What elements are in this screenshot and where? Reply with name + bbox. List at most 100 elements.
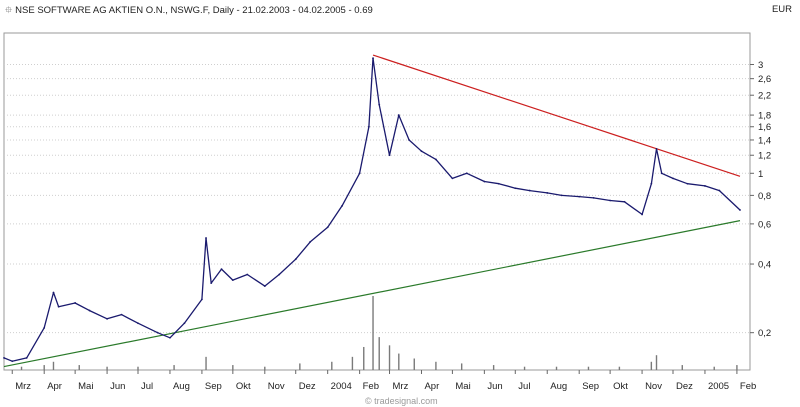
x-tick-label: Jul [141, 381, 153, 392]
y-tick-label: 2,2 [758, 91, 771, 102]
x-tick-label: Aug [550, 381, 567, 392]
price-point [650, 182, 653, 185]
price-line [3, 57, 741, 362]
price-point [739, 209, 741, 211]
price-point [201, 298, 203, 301]
price-point [57, 305, 60, 308]
y-tick-label: 0,8 [758, 191, 771, 202]
x-tick-label: Jun [110, 381, 125, 392]
watermark: © tradesignal.com [365, 396, 438, 406]
price-point [263, 285, 266, 288]
x-tick-label: Nov [268, 381, 285, 392]
price-point [106, 317, 108, 320]
x-tick-label: Okt [236, 381, 251, 392]
price-point [210, 282, 213, 284]
x-tick-label: Mai [78, 381, 93, 392]
x-tick-label: Apr [424, 381, 439, 392]
price-point [672, 177, 674, 180]
price-point [358, 172, 361, 175]
x-tick-label: Mai [455, 381, 470, 392]
price-point [120, 313, 123, 316]
price-point [183, 322, 186, 325]
price-point [388, 154, 391, 157]
price-point [3, 357, 5, 359]
x-tick-label: Okt [613, 381, 628, 392]
price-point [623, 200, 626, 203]
y-tick-label: 1,8 [758, 111, 771, 122]
x-tick-label: Aug [173, 381, 190, 392]
x-tick-label: Apr [47, 381, 62, 392]
x-tick-label: Sep [205, 381, 222, 392]
y-tick-label: 1,4 [758, 135, 771, 146]
price-point [205, 237, 207, 239]
price-point [156, 331, 159, 334]
trendline [372, 54, 741, 177]
price-point [660, 172, 663, 175]
price-point [326, 226, 329, 229]
price-point [704, 185, 706, 187]
x-tick-label: Mrz [15, 381, 31, 392]
price-point [465, 172, 468, 175]
trendline [3, 220, 741, 368]
price-point [528, 189, 531, 192]
x-axis: Mrz Apr Mai Jun Jul Aug Sep Okt Nov Dez 2004 Feb Mrz… [11, 370, 756, 392]
price-point [278, 273, 281, 276]
pin-icon[interactable]: ⯐ [5, 5, 13, 16]
price-point [609, 199, 612, 202]
x-tick-label: 2004 [331, 381, 352, 392]
x-tick-label: Dez [299, 381, 316, 392]
x-tick-label: Dez [676, 381, 693, 392]
y-tick-label: 1,6 [758, 122, 771, 133]
price-plot-area [3, 32, 751, 371]
price-point [718, 189, 721, 192]
price-point [655, 147, 658, 150]
price-point [43, 326, 46, 329]
price-point [592, 196, 595, 199]
y-axis: 0,2 0,4 0,6 0,8 1 1,2 1,4 1,61,8 2,2 2,6 3 [4, 60, 771, 339]
x-tick-label: Jun [487, 381, 502, 392]
price-point [397, 114, 400, 116]
price-point [88, 309, 91, 312]
price-series [3, 57, 741, 363]
price-point [220, 268, 223, 271]
price-point [420, 150, 423, 153]
x-tick-label: Feb [740, 381, 756, 392]
price-point [74, 302, 77, 304]
trendlines [3, 54, 741, 368]
volume-bars [20, 296, 738, 370]
price-point [368, 125, 370, 128]
price-point [11, 360, 14, 363]
currency-label: EUR [771, 4, 792, 15]
y-tick-label: 3 [758, 60, 763, 71]
y-tick-label: 1 [758, 169, 763, 180]
price-point [497, 182, 500, 185]
y-tick-label: 0,4 [758, 260, 771, 271]
price-point [309, 241, 312, 243]
y-tick-label: 0,2 [758, 328, 771, 339]
price-point [451, 177, 454, 180]
price-point [435, 158, 437, 161]
y-tick-label: 0,6 [758, 219, 771, 230]
price-point [686, 182, 689, 185]
price-point [294, 258, 297, 261]
x-tick-label: Sep [582, 381, 599, 392]
price-point [341, 204, 344, 207]
price-point [25, 357, 28, 359]
x-tick-label: 2005 [708, 381, 729, 392]
price-point [408, 139, 411, 141]
price-point [578, 195, 581, 198]
price-point [246, 273, 249, 276]
price-point [52, 291, 55, 294]
x-tick-label: Mrz [393, 381, 409, 392]
chart-title-text: NSE SOFTWARE AG AKTIEN O.N., NSWG.F, Dai… [15, 5, 373, 16]
y-tick-label: 2,6 [758, 74, 771, 85]
price-point [514, 187, 517, 190]
price-point [169, 336, 171, 339]
price-point [641, 213, 643, 216]
price-point [137, 322, 139, 325]
price-point [560, 194, 563, 197]
price-point [231, 279, 234, 282]
price-point [546, 192, 549, 194]
